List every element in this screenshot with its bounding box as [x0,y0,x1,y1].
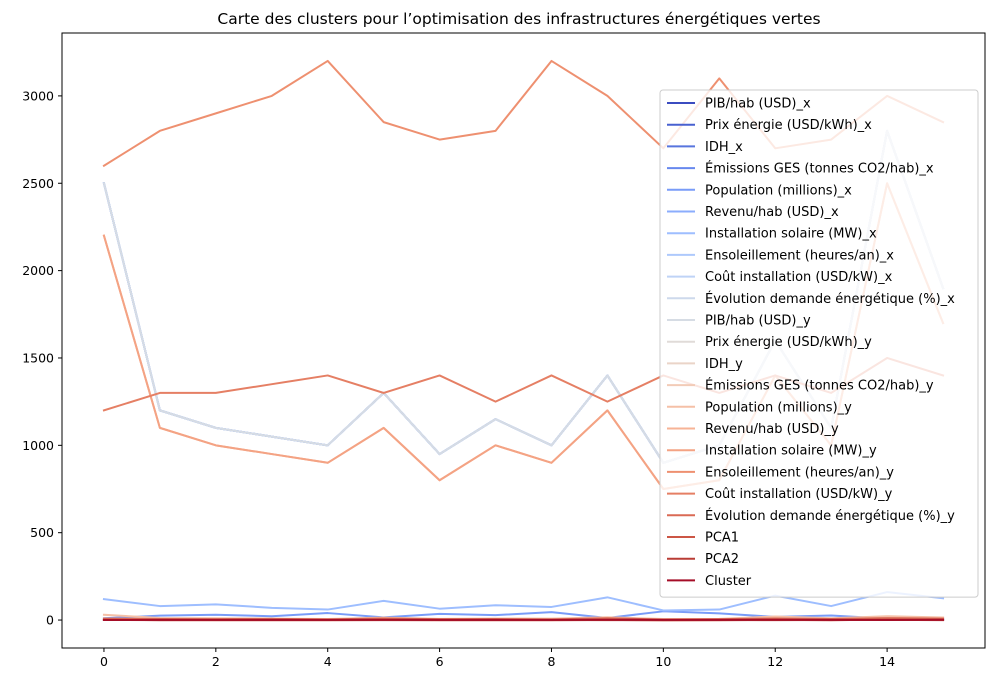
legend-label: PIB/hab (USD)_x [705,97,811,112]
chart-title: Carte des clusters pour l’optimisation d… [217,10,820,28]
y-tick-label: 3000 [22,88,54,103]
legend-label: Évolution demande énergétique (%)_x [705,291,955,307]
legend-label: Cluster [705,574,752,589]
y-tick-label: 2500 [22,176,54,191]
legend-label: Émissions GES (tonnes CO2/hab)_x [705,161,934,177]
axes-frame [61,32,986,649]
plot-area [102,59,945,622]
legend-label: PCA2 [705,552,739,567]
x-tick-label: 6 [436,654,444,669]
x-tick-label: 10 [655,654,671,669]
legend-label: PCA1 [705,531,739,546]
y-tick-label: 500 [30,525,54,540]
x-axis: 0 2 4 6 8 10 12 14 [100,648,895,669]
legend-label: IDH_y [705,357,743,372]
legend-label: Évolution demande énergétique (%)_y [705,508,955,524]
legend-label: IDH_x [705,140,743,155]
legend: PIB/hab (USD)_x Prix énergie (USD/kWh)_x I… [659,89,979,598]
x-tick-label: 8 [547,654,555,669]
legend-label: Population (millions)_x [705,183,852,198]
legend-label: Prix énergie (USD/kWh)_x [705,118,872,133]
x-tick-label: 14 [879,654,895,669]
y-tick-label: 1000 [22,438,54,453]
y-tick-label: 1500 [22,350,54,365]
y-axis: 0 500 1000 1500 2000 2500 3000 [22,88,62,628]
legend-label: Émissions GES (tonnes CO2/hab)_y [705,378,934,394]
legend-label: Ensoleillement (heures/an)_x [705,248,894,263]
legend-label: PIB/hab (USD)_y [705,314,811,329]
legend-label: Revenu/hab (USD)_y [705,422,839,437]
x-tick-label: 0 [100,654,108,669]
series-line-6 [102,591,945,612]
x-tick-label: 2 [212,654,220,669]
x-tick-label: 12 [767,654,783,669]
legend-label: Ensoleillement (heures/an)_y [705,465,894,480]
legend-label: Installation solaire (MW)_y [705,444,877,459]
y-tick-label: 2000 [22,263,54,278]
legend-box [659,89,979,598]
legend-label: Population (millions)_y [705,400,852,415]
y-tick-label: 0 [46,613,54,628]
series-line-4 [102,610,945,620]
legend-label: Coût installation (USD/kW)_y [705,487,893,502]
legend-label: Installation solaire (MW)_x [705,227,877,242]
legend-label: Coût installation (USD/kW)_x [705,270,893,285]
legend-label: Revenu/hab (USD)_x [705,205,839,220]
legend-label: Prix énergie (USD/kWh)_y [705,335,872,350]
x-tick-label: 4 [324,654,332,669]
